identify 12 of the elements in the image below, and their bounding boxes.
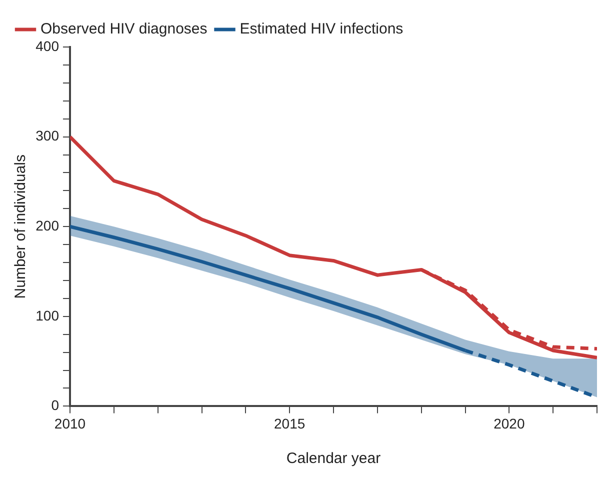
y-tick-label: 300 [36, 128, 60, 144]
y-tick-label: 200 [36, 217, 60, 234]
legend-label: Estimated HIV infections [240, 20, 404, 38]
x-tick-label: 2020 [494, 415, 525, 432]
y-axis-title: Number of individuals [12, 154, 30, 299]
legend-label: Observed HIV diagnoses [40, 20, 208, 38]
y-tick-label: 100 [36, 307, 60, 324]
y-tick-label: 0 [51, 397, 60, 414]
x-axis-title: Calendar year [286, 450, 381, 468]
x-tick-label: 2015 [274, 415, 306, 432]
y-tick-label: 400 [36, 38, 60, 54]
x-tick-label: 2010 [54, 415, 86, 432]
